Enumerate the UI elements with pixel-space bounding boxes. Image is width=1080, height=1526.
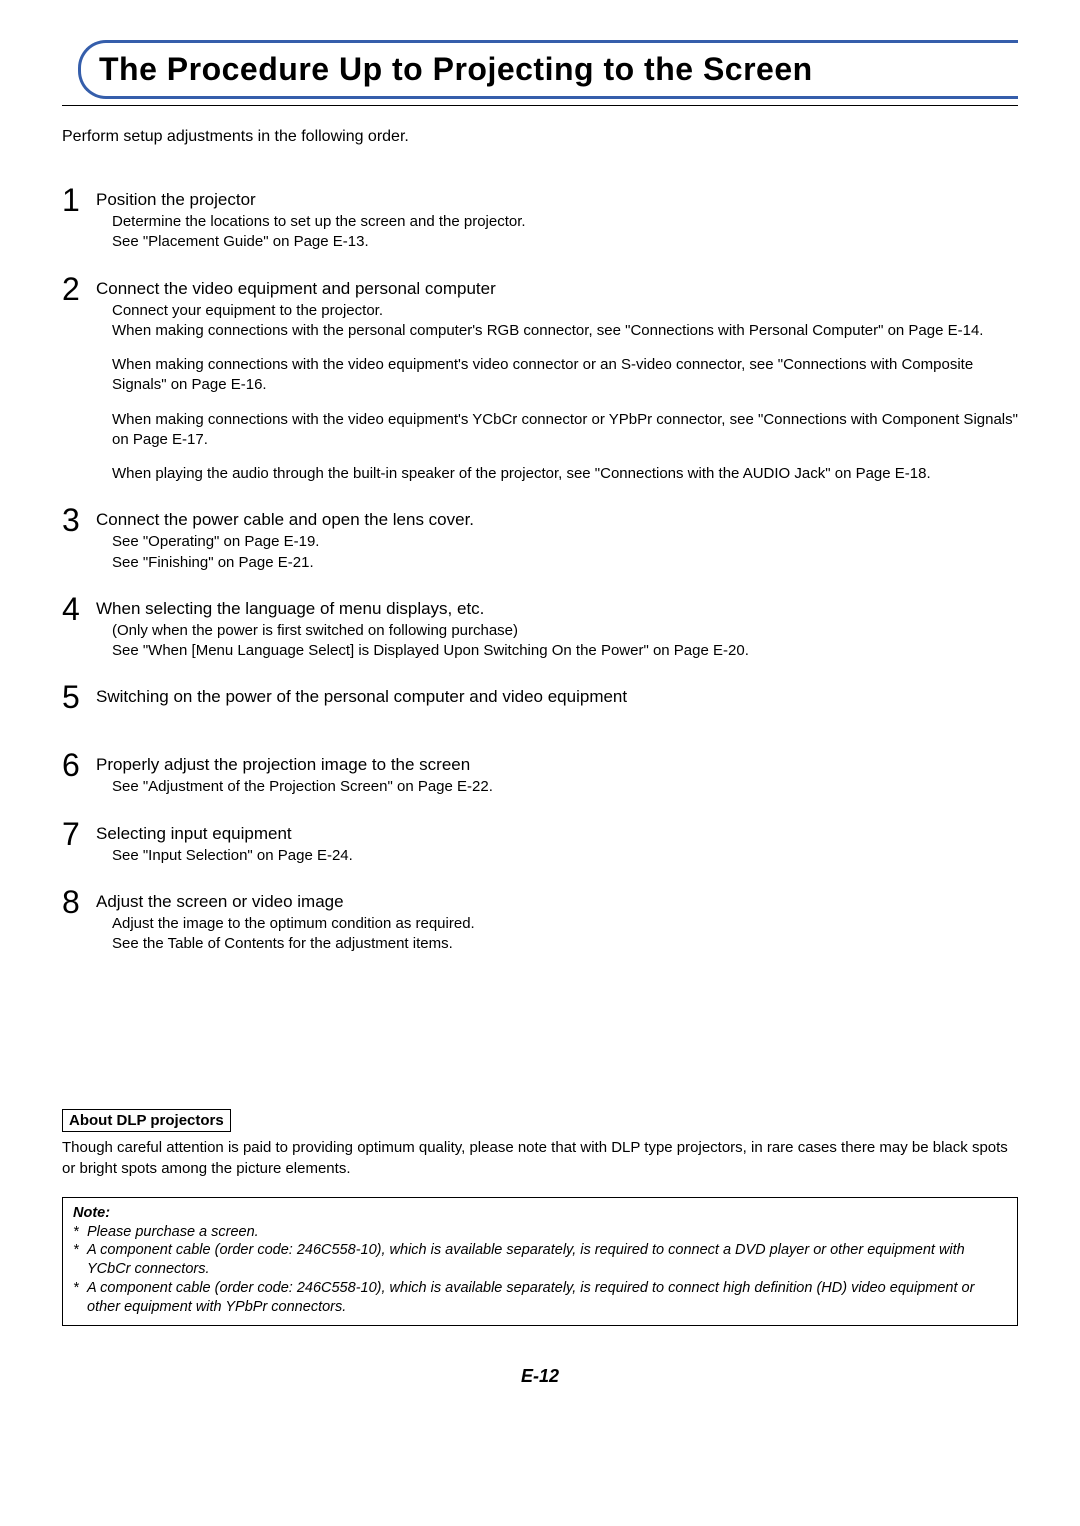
note-bullet-text: Please purchase a screen.	[87, 1223, 1007, 1242]
note-bullet-text: A component cable (order code: 246C558-1…	[87, 1241, 1007, 1279]
page-container: The Procedure Up to Projecting to the Sc…	[0, 0, 1080, 1427]
note-bullet-star: *	[73, 1223, 87, 1242]
step-number: 6	[62, 751, 96, 779]
step: 4When selecting the language of menu dis…	[62, 595, 1018, 662]
step-body: See "Input Selection" on Page E-24.	[96, 846, 1018, 866]
step-number: 7	[62, 820, 96, 848]
note-bullet-star: *	[73, 1241, 87, 1279]
page-number: E-12	[62, 1366, 1018, 1387]
step-body: See "Operating" on Page E-19.See "Finish…	[96, 532, 1018, 573]
step-body: Connect your equipment to the projector.…	[96, 301, 1018, 485]
step-content: Connect the power cable and open the len…	[96, 506, 1018, 573]
step-title: Connect the power cable and open the len…	[96, 510, 1018, 530]
step-number: 1	[62, 186, 96, 214]
step-paragraph: Connect your equipment to the projector.…	[112, 301, 1018, 342]
step-content: Position the projectorDetermine the loca…	[96, 186, 1018, 253]
note-bullet: *A component cable (order code: 246C558-…	[73, 1279, 1007, 1317]
step: 2Connect the video equipment and persona…	[62, 275, 1018, 485]
step-number: 3	[62, 506, 96, 534]
step-title: Position the projector	[96, 190, 1018, 210]
step-content: Selecting input equipmentSee "Input Sele…	[96, 820, 1018, 866]
step-title: Selecting input equipment	[96, 824, 1018, 844]
step-paragraph: When making connections with the video e…	[112, 355, 1018, 396]
note-box: Note: *Please purchase a screen.*A compo…	[62, 1197, 1018, 1326]
step: 8Adjust the screen or video imageAdjust …	[62, 888, 1018, 955]
step: 3Connect the power cable and open the le…	[62, 506, 1018, 573]
step-number: 8	[62, 888, 96, 916]
step-paragraph: See "Adjustment of the Projection Screen…	[112, 777, 1018, 797]
step-content: Switching on the power of the personal c…	[96, 683, 1018, 709]
note-bullet: *Please purchase a screen.	[73, 1223, 1007, 1242]
step-paragraph: See "Input Selection" on Page E-24.	[112, 846, 1018, 866]
note-bullet: *A component cable (order code: 246C558-…	[73, 1241, 1007, 1279]
note-bullet-star: *	[73, 1279, 87, 1317]
step-number: 5	[62, 683, 96, 711]
step-paragraph: Adjust the image to the optimum conditio…	[112, 914, 1018, 955]
step: 1Position the projectorDetermine the loc…	[62, 186, 1018, 253]
steps-list: 1Position the projectorDetermine the loc…	[62, 186, 1018, 954]
dlp-section: About DLP projectors Though careful atte…	[62, 1109, 1018, 1179]
note-bullet-text: A component cable (order code: 246C558-1…	[87, 1279, 1007, 1317]
dlp-heading-box: About DLP projectors	[62, 1109, 231, 1132]
step-content: Properly adjust the projection image to …	[96, 751, 1018, 797]
step-paragraph: Determine the locations to set up the sc…	[112, 212, 1018, 253]
page-title: The Procedure Up to Projecting to the Sc…	[99, 51, 1000, 88]
step-body: (Only when the power is first switched o…	[96, 621, 1018, 662]
step-content: Adjust the screen or video imageAdjust t…	[96, 888, 1018, 955]
step-title: Connect the video equipment and personal…	[96, 279, 1018, 299]
step-number: 4	[62, 595, 96, 623]
step-paragraph: When playing the audio through the built…	[112, 464, 1018, 484]
step: 6Properly adjust the projection image to…	[62, 751, 1018, 797]
step-paragraph: (Only when the power is first switched o…	[112, 621, 1018, 662]
title-box: The Procedure Up to Projecting to the Sc…	[78, 40, 1018, 99]
note-heading: Note:	[73, 1205, 110, 1221]
note-items: *Please purchase a screen.*A component c…	[73, 1223, 1007, 1317]
step-body: Determine the locations to set up the sc…	[96, 212, 1018, 253]
step-paragraph: When making connections with the video e…	[112, 410, 1018, 451]
step-content: When selecting the language of menu disp…	[96, 595, 1018, 662]
dlp-text: Though careful attention is paid to prov…	[62, 1138, 1018, 1179]
step-title: Switching on the power of the personal c…	[96, 687, 1018, 707]
step-number: 2	[62, 275, 96, 303]
step-paragraph: See "Operating" on Page E-19.See "Finish…	[112, 532, 1018, 573]
step-title: Properly adjust the projection image to …	[96, 755, 1018, 775]
step-title: Adjust the screen or video image	[96, 892, 1018, 912]
title-divider	[62, 105, 1018, 106]
intro-text: Perform setup adjustments in the followi…	[62, 128, 1018, 146]
step-title: When selecting the language of menu disp…	[96, 599, 1018, 619]
step-body: See "Adjustment of the Projection Screen…	[96, 777, 1018, 797]
step-body: Adjust the image to the optimum conditio…	[96, 914, 1018, 955]
step-content: Connect the video equipment and personal…	[96, 275, 1018, 485]
step: 5Switching on the power of the personal …	[62, 683, 1018, 711]
step: 7Selecting input equipmentSee "Input Sel…	[62, 820, 1018, 866]
